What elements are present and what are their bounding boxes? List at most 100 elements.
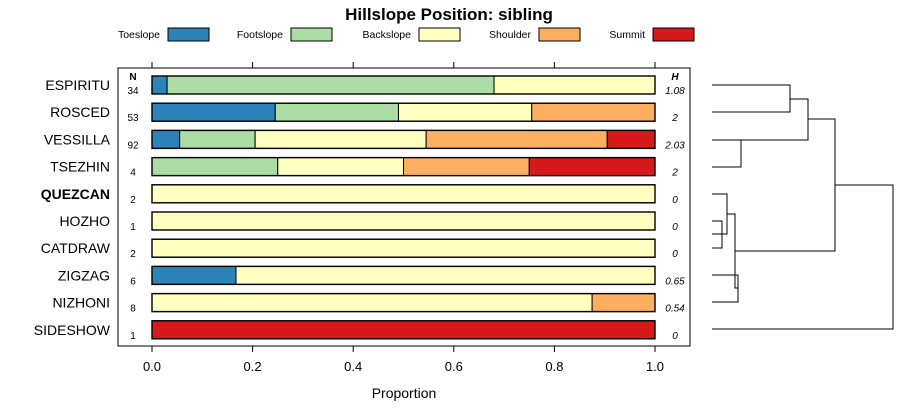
bar-outline: [151, 184, 656, 204]
n-column-header: N: [129, 72, 136, 83]
x-tick-label: 0.0: [143, 359, 161, 374]
bar-segment-footslope: [274, 102, 399, 122]
bar-segment-backslope: [151, 293, 593, 313]
bar-outline: [151, 75, 656, 95]
legend-label-footslope: Footslope: [237, 29, 283, 41]
dendrogram-link: [712, 220, 723, 249]
bar-segment-shoulder: [531, 102, 656, 122]
h-value: 0: [672, 331, 678, 342]
bar-segment-toeslope: [151, 129, 181, 149]
dendrogram-link: [741, 98, 809, 141]
top-axis-ticks: [151, 62, 656, 68]
bar-row-espiritu: [151, 75, 656, 95]
bar-row-catdraw: [151, 238, 656, 258]
bar-segment-backslope: [235, 265, 656, 285]
bar-segment-shoulder: [591, 293, 656, 313]
bar-segment-footslope: [151, 157, 279, 177]
x-axis-label: Proportion: [372, 385, 437, 401]
bar-segment-toeslope: [151, 102, 276, 122]
dendrogram: [712, 84, 894, 330]
n-value: 8: [130, 304, 136, 315]
legend-swatch-backslope: [418, 27, 461, 42]
row-label: TSEZHIN: [50, 159, 110, 175]
bar-outline: [151, 211, 656, 231]
x-tick-label: 0.6: [445, 359, 463, 374]
n-labels: 34 53 92 4 2 1 2 6 8 1: [127, 86, 139, 342]
bar-segment-backslope: [493, 75, 656, 95]
bars: [151, 75, 656, 340]
bar-row-sideshow: [151, 320, 656, 340]
h-column-header: H: [671, 72, 679, 83]
h-value: 0.65: [665, 276, 685, 287]
bar-outline: [151, 102, 656, 122]
bar-segment-backslope: [151, 184, 656, 204]
n-value: 2: [130, 195, 136, 206]
h-value: 0: [672, 222, 678, 233]
bar-segment-backslope: [151, 238, 656, 258]
bar-segment-backslope: [151, 211, 656, 231]
x-tick-label: 0.2: [244, 359, 262, 374]
h-value: 0: [672, 195, 678, 206]
bar-row-rosced: [151, 102, 656, 122]
dendrogram-link: [712, 139, 742, 168]
chart-title: Hillslope Position: sibling: [345, 5, 553, 24]
x-tick-label: 0.4: [344, 359, 362, 374]
bar-segment-summit: [151, 320, 656, 340]
dendrogram-link: [735, 118, 836, 252]
x-tick-label: 0.8: [545, 359, 563, 374]
bar-segment-summit: [528, 157, 656, 177]
bar-row-nizhoni: [151, 292, 656, 313]
row-label: ZIGZAG: [58, 267, 110, 283]
h-value: 1.08: [665, 86, 685, 97]
row-label: QUEZCAN: [41, 186, 110, 202]
bar-row-tsezhin: [151, 156, 656, 177]
n-value: 4: [130, 168, 136, 179]
h-value: 2: [671, 168, 678, 179]
bar-segment-footslope: [179, 129, 256, 149]
legend-swatch-toeslope: [167, 27, 210, 42]
bar-segment-toeslope: [151, 265, 237, 285]
bar-outline: [151, 265, 656, 286]
h-value: 0.54: [665, 304, 685, 315]
bar-segment-shoulder: [403, 157, 530, 177]
n-value: 1: [130, 331, 136, 342]
legend-label-toeslope: Toeslope: [118, 29, 160, 41]
legend-swatch-summit: [652, 27, 695, 42]
bar-row-vessilla: [151, 129, 656, 150]
bar-row-zigzag: [151, 265, 656, 286]
bar-segment-backslope: [277, 157, 404, 177]
bar-segment-toeslope: [151, 75, 168, 95]
row-label: ESPIRITU: [45, 77, 110, 93]
legend: Toeslope Footslope Backslope Shoulder Summit: [118, 27, 695, 42]
bar-row-quezcan: [151, 184, 656, 204]
bar-segment-summit: [606, 129, 656, 149]
h-value: 0: [672, 249, 678, 260]
row-label: SIDESHOW: [34, 322, 111, 338]
h-labels: 1.08 2 2.03 2 0 0 0 0.65 0.54 0: [664, 86, 685, 342]
row-label: NIZHONI: [52, 295, 110, 311]
n-value: 92: [127, 140, 139, 151]
dendrogram-link: [712, 84, 791, 113]
x-tick-label: 1.0: [646, 359, 664, 374]
h-value: 2.03: [664, 140, 685, 151]
legend-swatch-shoulder: [538, 27, 581, 42]
bar-segment-backslope: [397, 102, 533, 122]
plot-frame: [117, 67, 691, 347]
bar-segment-shoulder: [425, 129, 608, 149]
row-label: VESSILLA: [44, 131, 111, 147]
bar-row-hozho: [151, 211, 656, 231]
row-label: CATDRAW: [41, 240, 111, 256]
x-axis: 0.0 0.2 0.4 0.6 0.8 1.0: [143, 346, 664, 374]
row-label: ROSCED: [50, 104, 110, 120]
bar-outline: [151, 129, 656, 150]
n-value: 1: [130, 222, 136, 233]
bar-outline: [151, 156, 656, 177]
row-labels: ESPIRITU ROSCED VESSILLA TSEZHIN QUEZCAN HOZH…: [34, 77, 111, 338]
n-value: 2: [130, 249, 136, 260]
bar-segment-backslope: [254, 129, 427, 149]
bar-outline: [151, 292, 656, 313]
row-label: HOZHO: [59, 213, 110, 229]
dendrogram-link: [712, 184, 894, 330]
legend-swatch-footslope: [290, 27, 333, 42]
